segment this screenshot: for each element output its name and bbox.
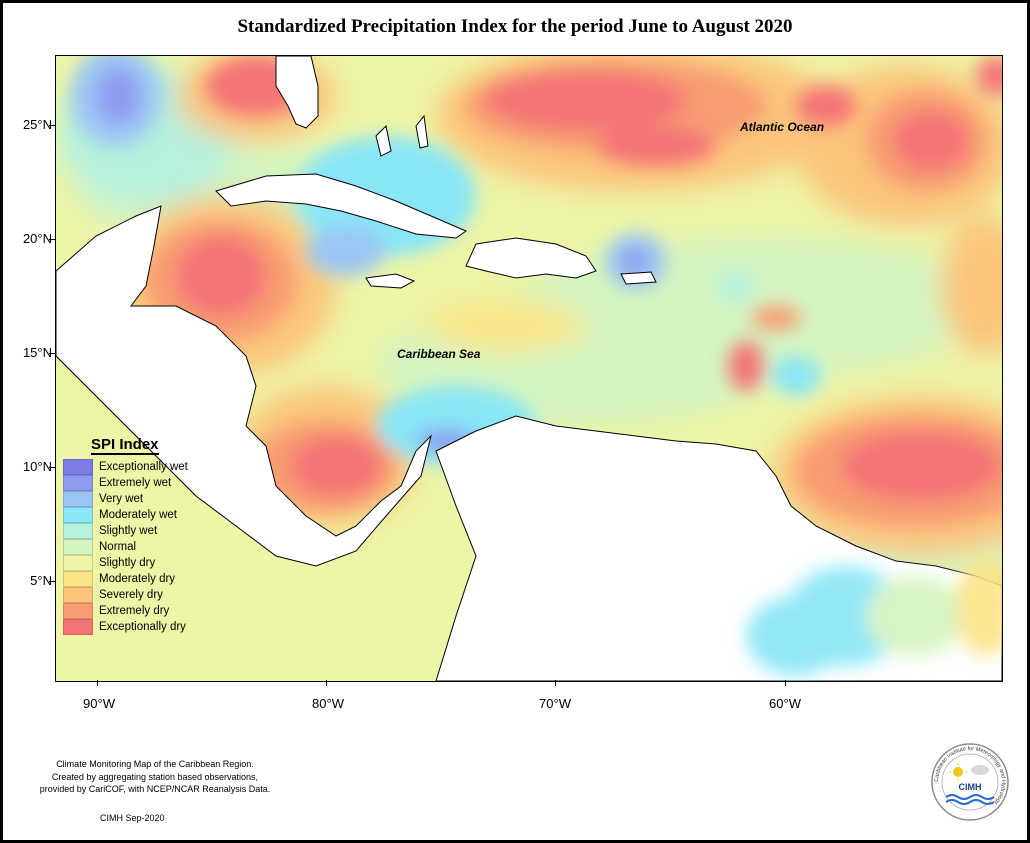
credits-line-3: provided by CariCOF, with NCEP/NCAR Rean…: [39, 784, 271, 794]
legend-swatch: [63, 491, 93, 507]
legend-item: Exceptionally wet: [63, 459, 223, 475]
legend-label: Slightly dry: [99, 557, 156, 569]
cimh-logo: CIMH Caribbean Institute for Meteorology…: [930, 742, 1010, 822]
tick-80w: [326, 680, 327, 686]
legend-label: Moderately dry: [99, 573, 176, 585]
legend-label: Exceptionally dry: [99, 621, 186, 633]
tick-5n: [49, 581, 55, 582]
logo-text: CIMH: [959, 782, 982, 792]
legend-item: Moderately dry: [63, 571, 223, 587]
tick-10n: [49, 467, 55, 468]
credits-text: Climate Monitoring Map of the Caribbean …: [30, 758, 280, 796]
legend-label: Normal: [99, 541, 137, 553]
legend-label: Slightly wet: [99, 525, 158, 537]
lon-label-80w: 80°W: [312, 696, 344, 711]
legend-item: Severely dry: [63, 587, 223, 603]
legend-label: Extremely wet: [99, 477, 172, 489]
tick-15n: [49, 353, 55, 354]
tick-90w: [97, 680, 98, 686]
tick-25n: [49, 125, 55, 126]
legend-swatch: [63, 507, 93, 523]
atlantic-ocean-label: Atlantic Ocean: [740, 120, 825, 134]
legend-item: Exceptionally dry: [63, 619, 223, 635]
lon-label-70w: 70°W: [539, 696, 571, 711]
legend-swatch: [63, 539, 93, 555]
map-title: Standardized Precipitation Index for the…: [237, 16, 793, 37]
spi-legend: SPI Index Exceptionally wet Extremely wet…: [63, 436, 223, 635]
lat-label-5n: 5°N: [30, 573, 52, 588]
tick-70w: [555, 680, 556, 686]
legend-item: Very wet: [63, 491, 223, 507]
spi-map-canvas: [56, 56, 1002, 681]
lon-label-90w: 90°W: [83, 696, 115, 711]
lat-label-20n: 20°N: [22, 231, 52, 246]
legend-item: Slightly dry: [63, 555, 223, 571]
legend-rows: Exceptionally wet Extremely wet Very wet Mo…: [63, 459, 223, 635]
caribbean-sea-label: Caribbean Sea: [397, 347, 481, 361]
legend-swatch: [63, 587, 93, 603]
legend-label: Extremely dry: [99, 605, 170, 617]
legend-item: Normal: [63, 539, 223, 555]
credits-line-2: Created by aggregating station based obs…: [51, 771, 259, 782]
lat-label-25n: 25°N: [22, 117, 52, 132]
tick-60w: [785, 680, 786, 686]
legend-item: Extremely dry: [63, 603, 223, 619]
legend-label: Moderately wet: [99, 509, 177, 521]
credits-line-1: Climate Monitoring Map of the Caribbean …: [56, 759, 254, 769]
legend-swatch: [63, 523, 93, 539]
legend-swatch: [63, 619, 93, 635]
spi-map: [55, 55, 1003, 682]
legend-swatch: [63, 459, 93, 475]
legend-swatch: [63, 475, 93, 491]
legend-label: Very wet: [99, 493, 144, 505]
lat-label-10n: 10°N: [22, 459, 52, 474]
legend-swatch: [63, 603, 93, 619]
legend-swatch: [63, 571, 93, 587]
tick-20n: [49, 239, 55, 240]
legend-title: SPI Index: [91, 436, 159, 455]
legend-item: Moderately wet: [63, 507, 223, 523]
legend-item: Extremely wet: [63, 475, 223, 491]
legend-label: Exceptionally wet: [99, 461, 188, 473]
legend-swatch: [63, 555, 93, 571]
lat-label-15n: 15°N: [22, 345, 52, 360]
legend-label: Severely dry: [99, 589, 163, 601]
credits-date: CIMH Sep-2020: [100, 813, 165, 823]
lon-label-60w: 60°W: [769, 696, 801, 711]
legend-item: Slightly wet: [63, 523, 223, 539]
